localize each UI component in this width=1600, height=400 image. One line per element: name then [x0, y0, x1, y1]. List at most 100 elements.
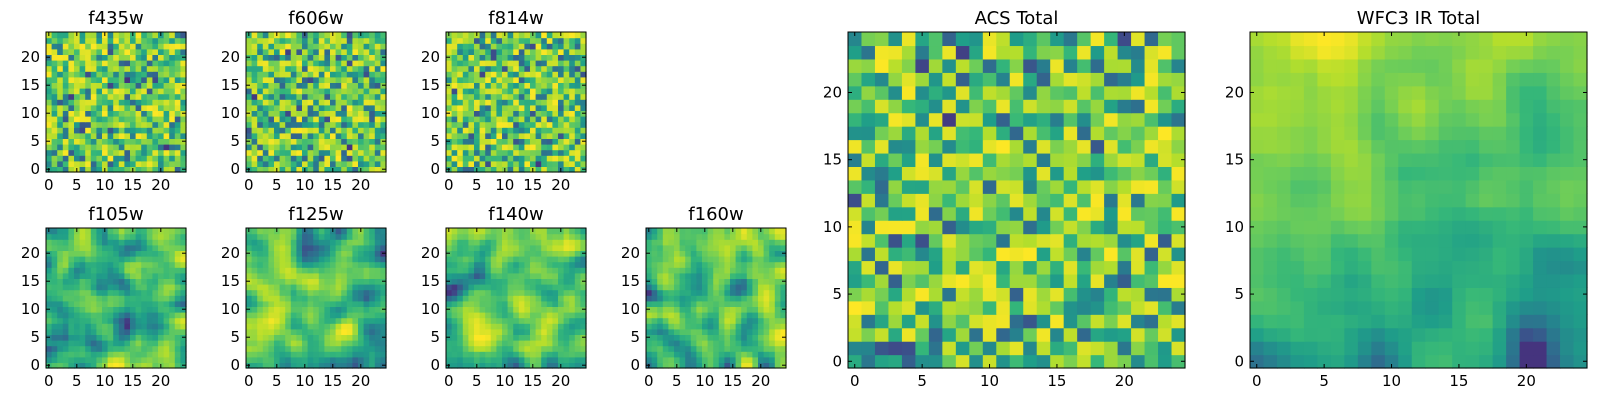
heatmap-cell — [79, 60, 86, 67]
heatmap-cell — [180, 127, 187, 134]
heatmap-cell — [324, 289, 331, 296]
heatmap-cell — [1023, 327, 1038, 342]
heatmap-cell — [1144, 179, 1159, 194]
heatmap-cell — [46, 121, 53, 128]
heatmap-cell — [257, 99, 264, 106]
heatmap-cell — [46, 144, 53, 151]
heatmap-cell — [763, 328, 770, 335]
heatmap-cell — [135, 99, 142, 106]
heatmap-cell — [496, 300, 503, 307]
heatmap-cell — [62, 37, 69, 44]
heatmap-cell — [774, 356, 781, 363]
heatmap-cell — [79, 356, 86, 363]
heatmap-cell — [85, 155, 92, 162]
heatmap-cell — [113, 228, 120, 235]
heatmap-cell — [982, 327, 997, 342]
heatmap-cell — [146, 166, 153, 173]
heatmap-cell — [169, 244, 176, 251]
heatmap-cell — [274, 93, 281, 100]
heatmap-cell — [535, 71, 542, 78]
x-tick-label: 0 — [444, 176, 454, 194]
heatmap-cell — [848, 206, 863, 221]
heatmap-cell — [130, 110, 137, 117]
heatmap-cell — [490, 267, 497, 274]
heatmap-cell — [341, 32, 348, 39]
heatmap-cell — [51, 138, 58, 145]
heatmap-cell — [541, 37, 548, 44]
heatmap-cell — [296, 295, 303, 302]
heatmap-cell — [135, 323, 142, 330]
heatmap-cell — [668, 334, 675, 341]
heatmap-cell — [341, 110, 348, 117]
heatmap-cell — [746, 362, 753, 369]
heatmap-cell — [563, 54, 570, 61]
heatmap-cell — [341, 272, 348, 279]
heatmap-cell — [85, 334, 92, 341]
heatmap-cell — [262, 60, 269, 67]
heatmap-cell — [107, 300, 114, 307]
heatmap-cell — [668, 362, 675, 369]
heatmap-cell — [79, 99, 86, 106]
heatmap-cell — [158, 351, 165, 358]
heatmap-cell — [68, 256, 75, 263]
heatmap-cell — [462, 267, 469, 274]
heatmap-cell — [85, 256, 92, 263]
heatmap-cell — [574, 138, 581, 145]
heatmap-cell — [724, 306, 731, 313]
heatmap-cell — [318, 121, 325, 128]
heatmap-cell — [335, 149, 342, 156]
heatmap-cell — [674, 261, 681, 268]
heatmap-cell — [307, 116, 314, 123]
heatmap-cell — [769, 244, 776, 251]
heatmap-cell — [152, 334, 159, 341]
heatmap-cell — [96, 362, 103, 369]
heatmap-cell — [51, 149, 58, 156]
heatmap-cell — [490, 250, 497, 257]
heatmap-cell — [57, 345, 64, 352]
heatmap-cell — [741, 362, 748, 369]
heatmap-cell — [735, 267, 742, 274]
heatmap-cell — [79, 166, 86, 173]
heatmap-cell — [518, 43, 525, 50]
heatmap-cell — [346, 48, 353, 55]
heatmap-cell — [541, 362, 548, 369]
heatmap-cell — [724, 328, 731, 335]
heatmap-cell — [118, 48, 125, 55]
heatmap-cell — [152, 272, 159, 279]
heatmap-cell — [158, 239, 165, 246]
heatmap-cell — [490, 88, 497, 95]
heatmap-cell — [752, 244, 759, 251]
heatmap-cell — [62, 334, 69, 341]
heatmap-cell — [257, 317, 264, 324]
heatmap-cell — [651, 356, 658, 363]
heatmap-cell — [257, 32, 264, 39]
heatmap-cell — [696, 334, 703, 341]
heatmap-cell — [558, 121, 565, 128]
heatmap-cell — [251, 250, 258, 257]
heatmap-cell — [752, 362, 759, 369]
heatmap-cell — [474, 289, 481, 296]
heatmap-cell — [130, 233, 137, 240]
heatmap-cell — [563, 144, 570, 151]
heatmap-cell — [352, 144, 359, 151]
heatmap-cell — [574, 256, 581, 263]
heatmap-cell — [113, 256, 120, 263]
heatmap-cell — [485, 340, 492, 347]
heatmap-cell — [318, 239, 325, 246]
heatmap-cell — [479, 317, 486, 324]
heatmap-cell — [102, 317, 109, 324]
heatmap-cell — [574, 328, 581, 335]
heatmap-cell — [113, 267, 120, 274]
heatmap-cell — [257, 54, 264, 61]
heatmap-cell — [102, 272, 109, 279]
heatmap-cell — [107, 37, 114, 44]
heatmap-cell — [369, 295, 376, 302]
heatmap-cell — [352, 261, 359, 268]
heatmap-cell — [496, 356, 503, 363]
heatmap-cell — [861, 247, 876, 262]
heatmap-cell — [90, 295, 97, 302]
heatmap-cell — [285, 149, 292, 156]
heatmap-cell — [558, 306, 565, 313]
heatmap-cell — [152, 149, 159, 156]
heatmap-cell — [507, 121, 514, 128]
